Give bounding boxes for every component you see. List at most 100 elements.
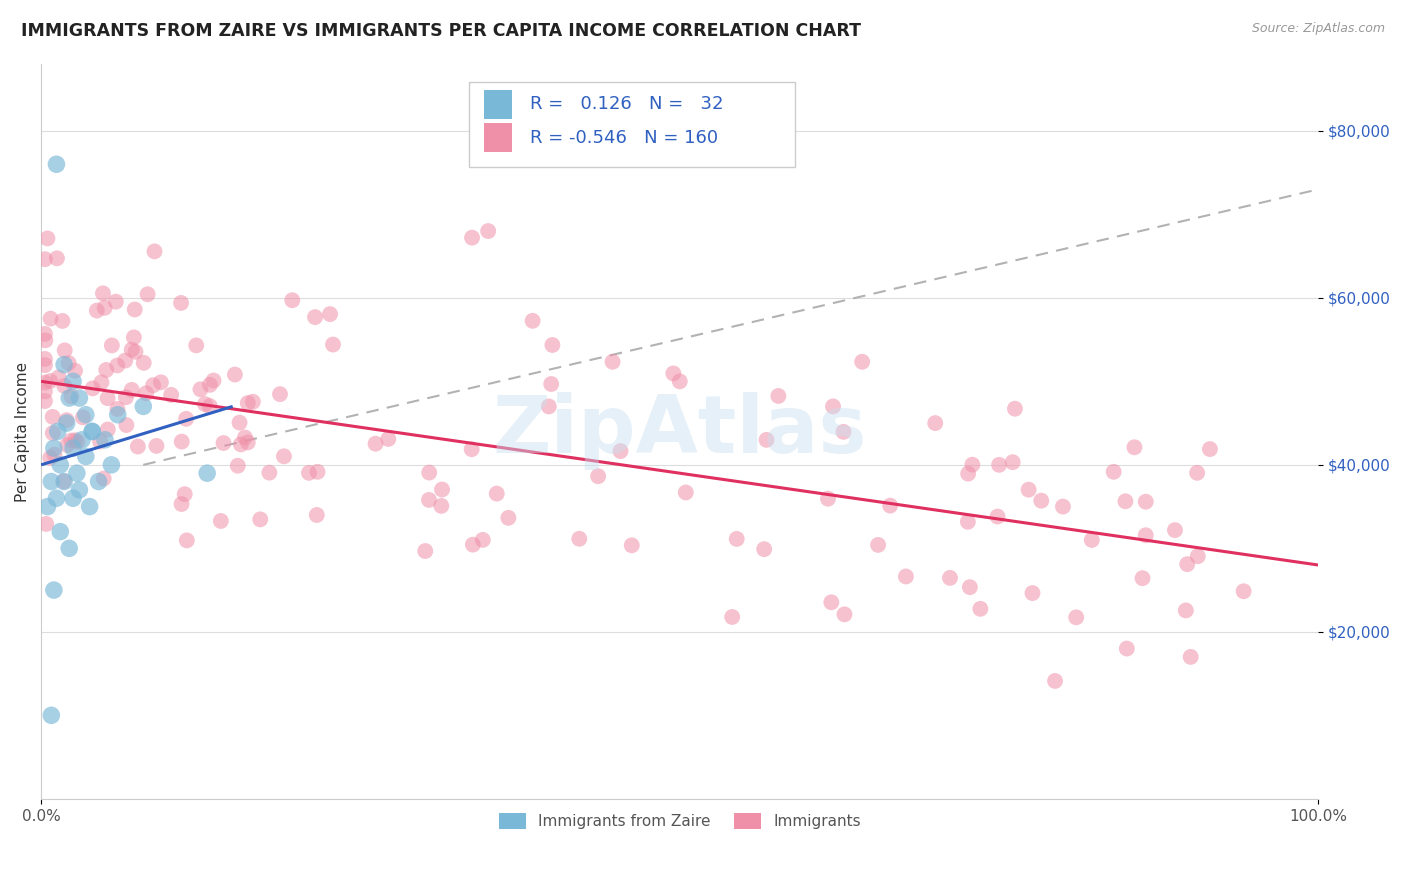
- Point: [42, 441, 65, 455]
- Point: [364, 436, 387, 450]
- Point: [962, 458, 984, 472]
- Point: [1018, 483, 1040, 497]
- Point: [568, 532, 591, 546]
- Point: [94, 433, 117, 447]
- Point: [127, 440, 149, 454]
- Point: [194, 397, 217, 411]
- Point: [60, 389, 83, 403]
- Point: [93, 471, 115, 485]
- Point: [662, 367, 685, 381]
- Point: [107, 408, 129, 422]
- Point: [485, 486, 508, 500]
- Point: [107, 401, 129, 416]
- Point: [212, 436, 235, 450]
- Point: [202, 374, 225, 388]
- Point: [89, 434, 111, 449]
- Point: [145, 439, 167, 453]
- Point: [1114, 494, 1136, 508]
- Point: [198, 399, 221, 413]
- Point: [1123, 440, 1146, 454]
- Point: [34, 358, 56, 372]
- Point: [868, 538, 890, 552]
- Point: [45, 252, 67, 266]
- Point: [87, 475, 110, 489]
- Point: [149, 376, 172, 390]
- Point: [834, 607, 856, 622]
- Point: [82, 425, 104, 439]
- Point: [430, 499, 453, 513]
- Point: [34, 384, 56, 399]
- Point: [821, 400, 844, 414]
- Point: [924, 416, 946, 430]
- Point: [46, 425, 69, 439]
- Point: [956, 515, 979, 529]
- Point: [988, 458, 1011, 472]
- Point: [86, 303, 108, 318]
- Point: [72, 410, 94, 425]
- Point: [540, 376, 562, 391]
- Point: [135, 386, 157, 401]
- Point: [70, 433, 93, 447]
- Point: [122, 330, 145, 344]
- Point: [79, 500, 101, 514]
- Text: R =   0.126   N =   32: R = 0.126 N = 32: [530, 95, 724, 113]
- Point: [249, 512, 271, 526]
- Point: [114, 353, 136, 368]
- Point: [55, 413, 77, 427]
- Point: [142, 378, 165, 392]
- Point: [34, 334, 56, 348]
- Point: [170, 497, 193, 511]
- Point: [53, 475, 76, 489]
- Text: ZipAtlas: ZipAtlas: [492, 392, 868, 470]
- Point: [471, 533, 494, 547]
- Point: [1021, 586, 1043, 600]
- Point: [377, 432, 399, 446]
- Point: [104, 294, 127, 309]
- Point: [53, 343, 76, 358]
- Point: [100, 458, 122, 472]
- Point: [236, 396, 259, 410]
- Point: [620, 538, 643, 552]
- Point: [58, 391, 80, 405]
- Point: [60, 434, 83, 448]
- Point: [1174, 603, 1197, 617]
- Point: [228, 416, 250, 430]
- Point: [305, 508, 328, 522]
- Point: [322, 337, 344, 351]
- Point: [186, 338, 208, 352]
- Point: [132, 356, 155, 370]
- Point: [67, 483, 90, 497]
- Point: [242, 394, 264, 409]
- Point: [121, 343, 143, 357]
- Point: [1135, 528, 1157, 542]
- Point: [586, 469, 609, 483]
- Text: Source: ZipAtlas.com: Source: ZipAtlas.com: [1251, 22, 1385, 36]
- Point: [198, 377, 221, 392]
- Point: [52, 475, 75, 489]
- Point: [190, 382, 212, 396]
- Point: [1180, 649, 1202, 664]
- Point: [42, 425, 65, 440]
- Point: [49, 524, 72, 539]
- Point: [754, 542, 776, 557]
- Point: [48, 370, 70, 384]
- Point: [986, 509, 1008, 524]
- Point: [34, 394, 56, 409]
- Point: [97, 422, 120, 436]
- Point: [418, 466, 440, 480]
- Point: [65, 434, 87, 448]
- Point: [121, 383, 143, 397]
- Point: [170, 296, 193, 310]
- Point: [304, 310, 326, 325]
- Point: [668, 375, 690, 389]
- Point: [96, 363, 118, 377]
- Point: [136, 287, 159, 301]
- Point: [1064, 610, 1087, 624]
- Point: [45, 157, 67, 171]
- Point: [1175, 557, 1198, 571]
- Point: [413, 544, 436, 558]
- Point: [53, 358, 76, 372]
- Point: [49, 458, 72, 472]
- Point: [37, 231, 59, 245]
- Point: [1004, 401, 1026, 416]
